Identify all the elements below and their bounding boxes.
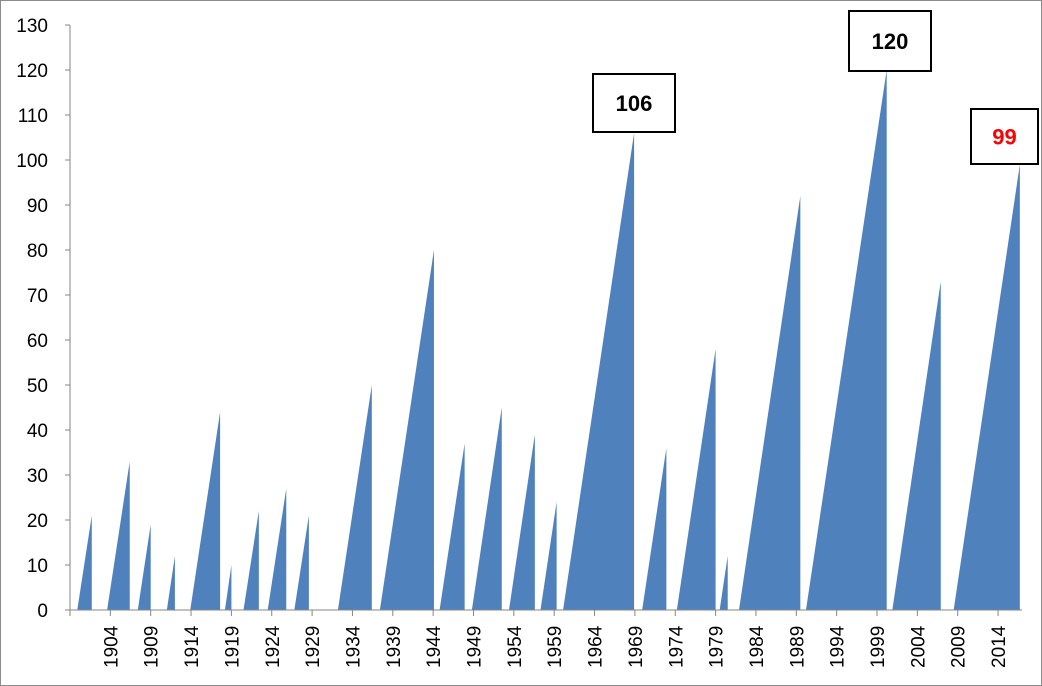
x-tick-label-1964: 1964	[586, 625, 607, 668]
expansion-area-5	[224, 565, 232, 610]
x-tick-label-1959: 1959	[545, 626, 566, 668]
y-tick-label-60: 60	[27, 331, 48, 352]
annotation-box-0	[592, 73, 676, 133]
expansion-area-22	[953, 164, 1020, 610]
expansion-area-21	[892, 281, 941, 610]
x-tick-label-2004: 2004	[908, 625, 929, 668]
y-tick-label-70: 70	[27, 286, 48, 307]
x-tick-label-1944: 1944	[424, 625, 445, 668]
x-tick-label-1974: 1974	[666, 625, 687, 668]
expansion-area-2	[137, 524, 151, 610]
expansion-area-15	[563, 133, 635, 610]
expansion-area-13	[509, 434, 535, 610]
y-tick-label-0: 0	[37, 601, 48, 622]
y-tick-label-20: 20	[27, 511, 48, 532]
y-tick-label-10: 10	[27, 556, 48, 577]
y-tick-label-130: 130	[16, 16, 48, 37]
x-tick-label-1949: 1949	[465, 626, 486, 668]
x-tick-label-2014: 2014	[989, 625, 1010, 668]
x-tick-label-1969: 1969	[626, 626, 647, 668]
y-tick-label-90: 90	[27, 196, 48, 217]
x-tick-label-1979: 1979	[707, 626, 728, 668]
expansion-area-12	[471, 407, 502, 610]
expansion-area-19	[739, 196, 801, 610]
expansion-area-3	[166, 556, 175, 610]
y-tick-label-80: 80	[27, 241, 48, 262]
x-tick-label-1924: 1924	[263, 625, 284, 668]
y-tick-label-110: 110	[18, 106, 48, 127]
annotation-label-0: 106	[616, 91, 653, 116]
x-tick-label-1909: 1909	[142, 626, 163, 668]
expansion-area-14	[540, 502, 557, 610]
x-tick-label-1919: 1919	[222, 626, 243, 668]
y-tick-label-30: 30	[27, 466, 48, 487]
x-tick-label-1914: 1914	[182, 625, 203, 668]
annotation-label-2: 99	[992, 125, 1016, 150]
x-tick-label-1994: 1994	[828, 625, 849, 668]
expansion-area-16	[642, 448, 667, 610]
expansion-area-10	[379, 250, 434, 610]
expansion-area-17	[676, 349, 716, 610]
annotation-box-1	[848, 10, 932, 72]
expansion-area-7	[267, 488, 287, 610]
expansion-area-8	[294, 515, 309, 610]
x-tick-label-1999: 1999	[868, 626, 889, 668]
x-tick-label-1929: 1929	[303, 626, 324, 668]
x-tick-label-1934: 1934	[343, 625, 364, 668]
y-tick-label-40: 40	[27, 421, 48, 442]
expansion-area-1	[107, 461, 130, 610]
y-tick-label-50: 50	[27, 376, 48, 397]
expansion-area-0	[77, 515, 92, 610]
y-tick-label-100: 100	[16, 151, 48, 172]
x-tick-label-1984: 1984	[747, 625, 768, 668]
expansion-area-18	[719, 556, 728, 610]
y-tick-label-120: 120	[16, 61, 48, 82]
expansion-area-4	[190, 412, 221, 610]
expansion-area-11	[439, 443, 465, 610]
annotation-label-1: 120	[872, 29, 909, 54]
x-tick-label-1954: 1954	[505, 625, 526, 668]
expansion-area-20	[805, 70, 887, 610]
expansion-area-6	[243, 511, 259, 610]
x-tick-label-1904: 1904	[101, 625, 122, 668]
annotation-box-2	[970, 108, 1039, 165]
x-tick-label-2009: 2009	[949, 626, 970, 668]
expansion-area-9	[337, 385, 372, 610]
x-tick-label-1939: 1939	[384, 626, 405, 668]
x-tick-label-1989: 1989	[787, 626, 808, 668]
